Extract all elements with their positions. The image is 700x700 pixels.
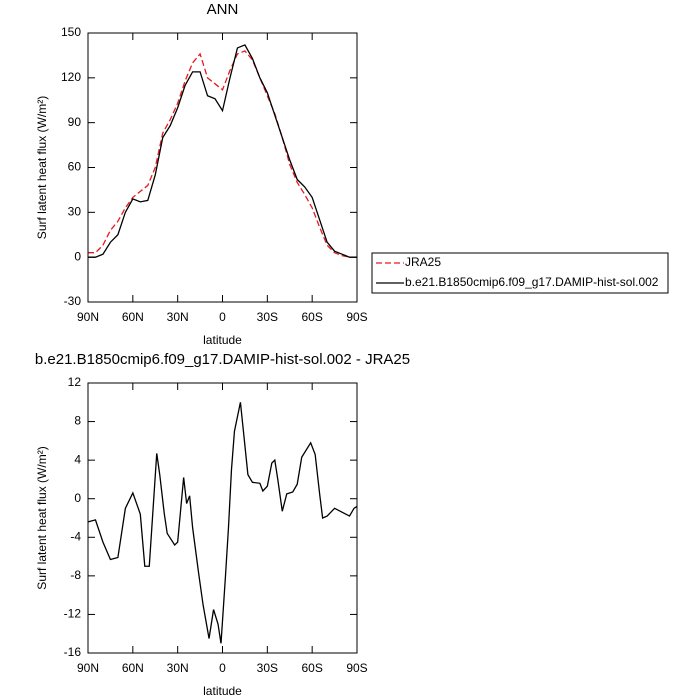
chart-title: ANN <box>207 1 239 18</box>
x-tick-label: 90N <box>77 661 99 675</box>
plot-frame <box>87 32 358 303</box>
x-tick-label: 30S <box>257 310 278 324</box>
x-tick-label: 0 <box>219 310 226 324</box>
x-axis-label: latitude <box>203 333 242 347</box>
y-tick-label: 4 <box>74 452 81 466</box>
line-series <box>88 44 357 258</box>
x-tick-label: 90S <box>346 310 367 324</box>
x-tick-label: 30S <box>257 661 278 675</box>
y-tick-label: -12 <box>64 607 82 621</box>
x-tick-label: 30N <box>167 310 189 324</box>
y-tick-label: -8 <box>70 568 81 582</box>
legend-box <box>371 252 669 294</box>
x-tick-label: 60S <box>301 310 322 324</box>
plot-frame <box>87 382 358 654</box>
x-tick-label: 30N <box>167 661 189 675</box>
y-tick-label: 8 <box>74 414 81 428</box>
y-axis-label: Surf latent heat flux (W/m²) <box>35 96 49 239</box>
legend-label: b.e21.B1850cmip6.f09_g17.DAMIP-hist-sol.… <box>405 275 659 289</box>
y-tick-label: 150 <box>61 25 81 39</box>
y-axis-label: Surf latent heat flux (W/m²) <box>35 446 49 589</box>
y-tick-label: 12 <box>68 375 82 389</box>
chart-title: b.e21.B1850cmip6.f09_g17.DAMIP-hist-sol.… <box>35 351 410 368</box>
x-tick-label: 60N <box>122 310 144 324</box>
y-tick-label: -16 <box>64 645 82 659</box>
y-tick-label: 60 <box>68 160 82 174</box>
x-axis-label: latitude <box>203 684 242 698</box>
x-tick-label: 90N <box>77 310 99 324</box>
legend-label: JRA25 <box>405 255 441 269</box>
y-tick-label: -4 <box>70 529 81 543</box>
line-series <box>87 402 358 644</box>
y-tick-label: 90 <box>68 115 82 129</box>
y-tick-label: 30 <box>68 205 82 219</box>
line-series <box>88 50 357 258</box>
x-tick-label: 60S <box>301 661 322 675</box>
y-tick-label: 0 <box>74 249 81 263</box>
y-tick-label: 120 <box>61 70 81 84</box>
x-tick-label: 90S <box>346 661 367 675</box>
y-tick-label: 0 <box>74 491 81 505</box>
y-tick-label: -30 <box>64 294 82 308</box>
x-tick-label: 60N <box>122 661 144 675</box>
x-tick-label: 0 <box>219 661 226 675</box>
